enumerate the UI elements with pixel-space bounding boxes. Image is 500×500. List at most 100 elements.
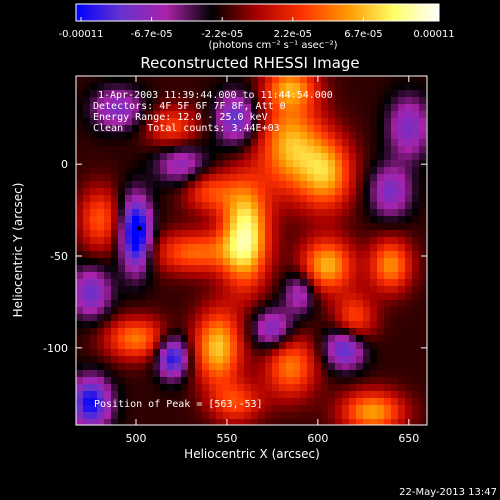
heatmap-cell: [349, 314, 357, 322]
heatmap-cell: [202, 111, 210, 119]
heatmap-cell: [349, 174, 357, 182]
heatmap-cell: [412, 349, 420, 357]
heatmap-cell: [279, 174, 287, 182]
heatmap-cell: [335, 286, 343, 294]
heatmap-cell: [181, 321, 189, 329]
heatmap-cell: [265, 342, 273, 350]
heatmap-cell: [377, 188, 385, 196]
heatmap-cell: [230, 251, 238, 259]
heatmap-cell: [286, 160, 294, 168]
heatmap-cell: [76, 153, 84, 161]
heatmap-cell: [97, 377, 105, 385]
heatmap-cell: [419, 153, 427, 161]
heatmap-cell: [391, 125, 399, 133]
heatmap-cell: [83, 405, 91, 413]
heatmap-cell: [370, 153, 378, 161]
heatmap-cell: [104, 363, 112, 371]
heatmap-cell: [139, 76, 147, 84]
heatmap-cell: [314, 370, 322, 378]
heatmap-cell: [195, 202, 203, 210]
heatmap-cell: [412, 251, 420, 259]
heatmap-cell: [111, 405, 119, 413]
heatmap-cell: [265, 384, 273, 392]
heatmap-cell: [244, 139, 252, 147]
heatmap-cell: [202, 230, 210, 238]
chart-title: Reconstructed RHESSI Image: [140, 54, 359, 72]
heatmap-cell: [216, 370, 224, 378]
heatmap-cell: [202, 244, 210, 252]
heatmap-cell: [314, 398, 322, 406]
heatmap-cell: [244, 104, 252, 112]
heatmap-cell: [419, 405, 427, 413]
heatmap-cell: [188, 286, 196, 294]
heatmap-cell: [111, 153, 119, 161]
heatmap-cell: [237, 272, 245, 280]
heatmap-cell: [132, 279, 140, 287]
heatmap-cell: [412, 202, 420, 210]
heatmap-cell: [139, 377, 147, 385]
heatmap-cell: [188, 398, 196, 406]
heatmap-cell: [363, 202, 371, 210]
heatmap-cell: [97, 244, 105, 252]
heatmap-cell: [167, 377, 175, 385]
heatmap-cell: [202, 293, 210, 301]
heatmap-cell: [146, 314, 154, 322]
heatmap-cell: [167, 76, 175, 84]
heatmap-cell: [363, 349, 371, 357]
heatmap-cell: [195, 174, 203, 182]
heatmap-cell: [153, 349, 161, 357]
heatmap-cell: [181, 146, 189, 154]
heatmap-cell: [167, 370, 175, 378]
heatmap-cell: [335, 202, 343, 210]
heatmap-cell: [293, 342, 301, 350]
heatmap-cell: [258, 76, 266, 84]
heatmap-cell: [132, 209, 140, 217]
heatmap-cell: [146, 139, 154, 147]
heatmap-cell: [153, 314, 161, 322]
heatmap-cell: [377, 328, 385, 336]
heatmap-cell: [188, 279, 196, 287]
heatmap-cell: [139, 342, 147, 350]
heatmap-cell: [209, 188, 217, 196]
heatmap-cell: [125, 370, 133, 378]
heatmap-cell: [349, 251, 357, 259]
heatmap-cell: [279, 384, 287, 392]
heatmap-cell: [118, 321, 126, 329]
heatmap-cell: [279, 342, 287, 350]
heatmap-cell: [377, 139, 385, 147]
heatmap-cell: [342, 328, 350, 336]
heatmap-cell: [76, 111, 84, 119]
heatmap-cell: [111, 342, 119, 350]
heatmap-cell: [272, 391, 280, 399]
heatmap-cell: [377, 111, 385, 119]
heatmap-cell: [398, 244, 406, 252]
heatmap-cell: [293, 125, 301, 133]
heatmap-cell: [258, 307, 266, 315]
heatmap-cell: [174, 363, 182, 371]
heatmap-cell: [216, 237, 224, 245]
heatmap-cell: [328, 90, 336, 98]
heatmap-cell: [83, 153, 91, 161]
heatmap-cell: [244, 265, 252, 273]
heatmap-cell: [146, 174, 154, 182]
heatmap-cell: [349, 377, 357, 385]
heatmap-cell: [83, 384, 91, 392]
heatmap-cell: [398, 286, 406, 294]
heatmap-cell: [342, 244, 350, 252]
heatmap-cell: [356, 244, 364, 252]
heatmap-cell: [97, 405, 105, 413]
heatmap-cell: [321, 349, 329, 357]
heatmap-cell: [293, 97, 301, 105]
heatmap-cell: [167, 342, 175, 350]
heatmap-cell: [90, 167, 98, 175]
heatmap-cell: [419, 321, 427, 329]
heatmap-cell: [300, 160, 308, 168]
heatmap-cell: [286, 300, 294, 308]
heatmap-cell: [230, 188, 238, 196]
heatmap-cell: [202, 321, 210, 329]
heatmap-cell: [419, 279, 427, 287]
heatmap-cell: [363, 370, 371, 378]
heatmap-cell: [111, 167, 119, 175]
heatmap-cell: [349, 139, 357, 147]
